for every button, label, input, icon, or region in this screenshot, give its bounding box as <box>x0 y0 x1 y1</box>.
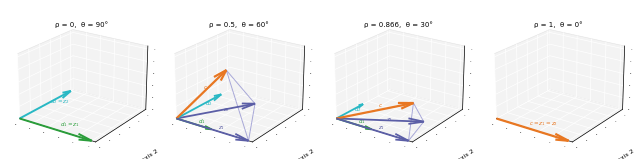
Title: ρ = 0.5,  θ = 60°: ρ = 0.5, θ = 60° <box>209 21 268 28</box>
Title: ρ = 0.866,  θ = 30°: ρ = 0.866, θ = 30° <box>364 21 433 28</box>
Title: ρ = 1,  θ = 0°: ρ = 1, θ = 0° <box>534 21 582 28</box>
Y-axis label: axis 2: axis 2 <box>617 149 636 159</box>
Y-axis label: axis 2: axis 2 <box>140 149 159 159</box>
Title: ρ = 0,  θ = 90°: ρ = 0, θ = 90° <box>55 21 108 28</box>
Y-axis label: axis 2: axis 2 <box>297 149 316 159</box>
Y-axis label: axis 2: axis 2 <box>457 149 476 159</box>
